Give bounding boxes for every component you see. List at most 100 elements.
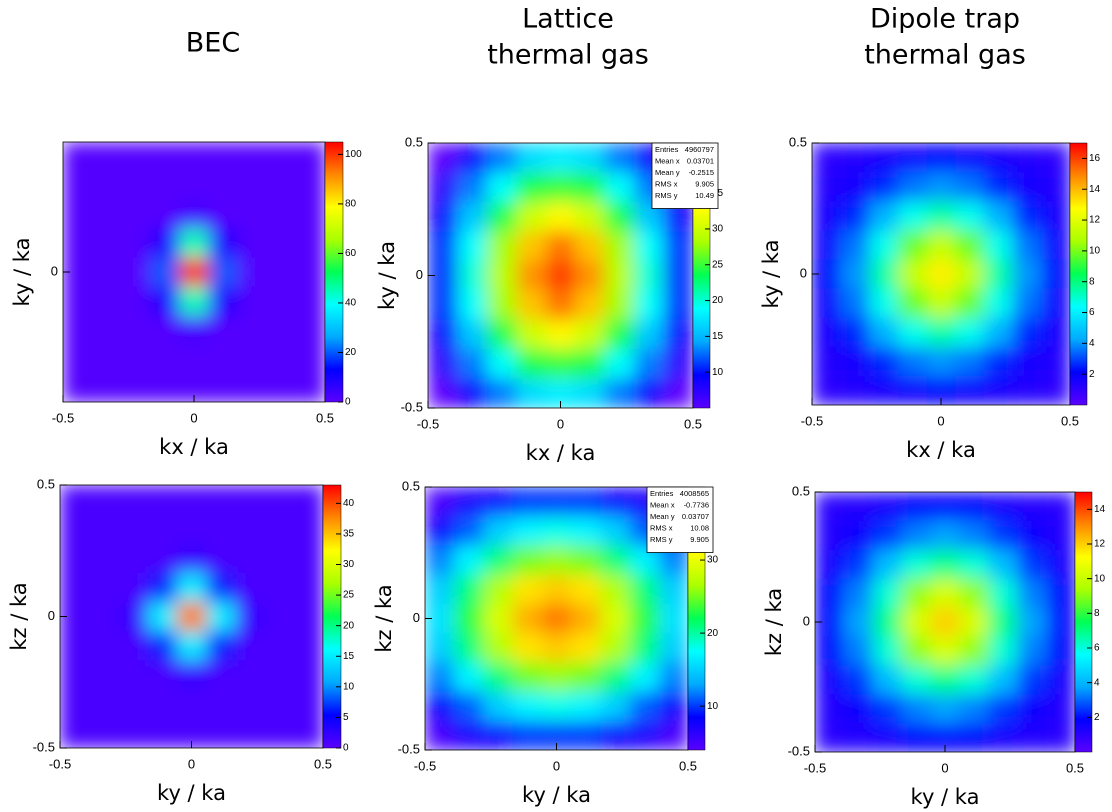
heatmap-cell bbox=[984, 317, 1014, 348]
heatmap-cell bbox=[984, 172, 1014, 202]
heatmap-cell bbox=[516, 201, 547, 232]
heatmap-cell bbox=[926, 317, 956, 348]
heatmap-cell bbox=[898, 259, 928, 290]
heatmap-cell bbox=[512, 691, 543, 722]
heatmap-cell bbox=[179, 286, 210, 316]
heatmap-cell bbox=[483, 603, 514, 634]
heatmap-cell bbox=[1012, 317, 1042, 348]
heatmap-cell bbox=[293, 660, 323, 691]
heatmap-cell bbox=[150, 228, 180, 259]
heatmap-cells bbox=[60, 485, 323, 748]
heatmap-cell bbox=[264, 485, 295, 515]
heatmap-cell bbox=[516, 260, 547, 291]
heatmap-cell bbox=[176, 631, 207, 661]
heatmap-cell bbox=[208, 286, 239, 316]
heatmap-cell bbox=[237, 170, 268, 201]
heatmap-cell bbox=[516, 231, 547, 262]
heatmap-cell bbox=[840, 201, 870, 231]
heatmap-cell bbox=[658, 720, 688, 750]
heatmap-cell bbox=[898, 143, 928, 173]
heatmap-cell bbox=[926, 259, 956, 290]
heatmap-cell bbox=[930, 520, 960, 551]
heatmap-cell bbox=[208, 228, 239, 259]
heatmap-cell bbox=[512, 516, 543, 546]
stats-value: 9.905 bbox=[690, 535, 709, 544]
heatmap-cell bbox=[600, 487, 631, 517]
colorbar-tick-label: 10 bbox=[343, 681, 355, 692]
colorbar-tick-label: 5 bbox=[343, 712, 349, 723]
x-axis-label: ky / ka bbox=[911, 785, 980, 809]
heatmap-cell bbox=[575, 260, 606, 291]
heatmap-cell bbox=[457, 378, 488, 408]
heatmap-cell bbox=[984, 230, 1014, 260]
heatmap-cell bbox=[840, 375, 870, 405]
heatmap-cell bbox=[869, 317, 899, 348]
heatmap-cell bbox=[1017, 520, 1047, 551]
x-axis-label: kx / ka bbox=[526, 441, 596, 465]
cell-layer bbox=[60, 485, 323, 748]
heatmap-cell bbox=[840, 346, 870, 377]
heatmap-cell bbox=[600, 691, 631, 722]
heatmap-cell bbox=[604, 349, 635, 380]
heatmap-cell bbox=[147, 631, 178, 661]
y-tick-label: -0.5 bbox=[33, 739, 55, 754]
heatmap-cell bbox=[121, 142, 151, 172]
stats-value: 10.49 bbox=[695, 191, 714, 200]
heatmap-cell bbox=[629, 662, 660, 693]
colorbar-tick-label: 20 bbox=[712, 295, 724, 306]
heatmap-cell bbox=[208, 199, 239, 230]
heatmap-cell bbox=[179, 228, 210, 259]
heatmap-cell bbox=[454, 545, 484, 576]
heatmap-cell bbox=[235, 689, 266, 720]
heatmap-cell bbox=[89, 514, 119, 544]
heatmap-cell bbox=[60, 543, 90, 574]
heatmap-cell bbox=[63, 142, 93, 172]
heatmap-cell bbox=[179, 315, 210, 345]
y-tick-label: 0.5 bbox=[792, 483, 810, 498]
colorbar-tick-label: 14 bbox=[1089, 184, 1101, 195]
heatmap-cell bbox=[901, 520, 932, 551]
heatmap-cell bbox=[901, 665, 932, 695]
heatmap-cell bbox=[663, 378, 693, 408]
heatmap-cell bbox=[63, 286, 93, 316]
stats-value: 0.03701 bbox=[687, 156, 714, 165]
heatmap-cell bbox=[264, 514, 295, 544]
heatmap-cell bbox=[1012, 143, 1042, 173]
heatmap-cells bbox=[428, 143, 693, 408]
heatmap-cell bbox=[147, 514, 178, 544]
heatmap-cell bbox=[575, 172, 606, 203]
colorbar-tick-label: 12 bbox=[1094, 539, 1106, 550]
heatmap-cell bbox=[955, 201, 985, 231]
heatmap-cell bbox=[121, 344, 151, 374]
heatmap-cell bbox=[483, 516, 514, 546]
heatmap-cell bbox=[293, 485, 323, 515]
heatmap-cell bbox=[89, 572, 119, 603]
stats-label: Mean y bbox=[655, 168, 680, 177]
heatmap-cell bbox=[206, 601, 236, 632]
heatmap-cell bbox=[118, 601, 149, 632]
x-tick-label: -0.5 bbox=[49, 756, 71, 771]
heatmap-cell bbox=[266, 315, 297, 345]
heatmap-cell bbox=[812, 346, 842, 377]
heatmap-cell bbox=[118, 485, 149, 515]
heatmap-cell bbox=[901, 723, 932, 752]
heatmap-cell bbox=[266, 286, 297, 316]
heatmap-cell bbox=[843, 549, 874, 580]
heatmap-cell bbox=[293, 572, 323, 603]
colorbar-tick-label: 30 bbox=[343, 559, 355, 570]
heatmap-cell bbox=[926, 143, 956, 173]
heatmap-cell bbox=[60, 660, 90, 691]
heatmap-cell bbox=[926, 230, 956, 260]
stats-value: -0.2515 bbox=[689, 168, 714, 177]
heatmap-cell bbox=[237, 142, 268, 172]
heatmap-cell bbox=[121, 257, 151, 287]
heatmap-cell bbox=[150, 257, 180, 287]
heatmap-cell bbox=[658, 633, 688, 663]
heatmap-cell bbox=[293, 718, 323, 748]
heatmap-cell bbox=[118, 514, 149, 544]
heatmap-cell bbox=[812, 288, 842, 319]
heatmap-cell bbox=[843, 607, 874, 637]
colorbar-tick-label: 15 bbox=[343, 651, 355, 662]
heatmap-cell bbox=[1046, 549, 1075, 580]
heatmap-cell bbox=[264, 601, 295, 632]
